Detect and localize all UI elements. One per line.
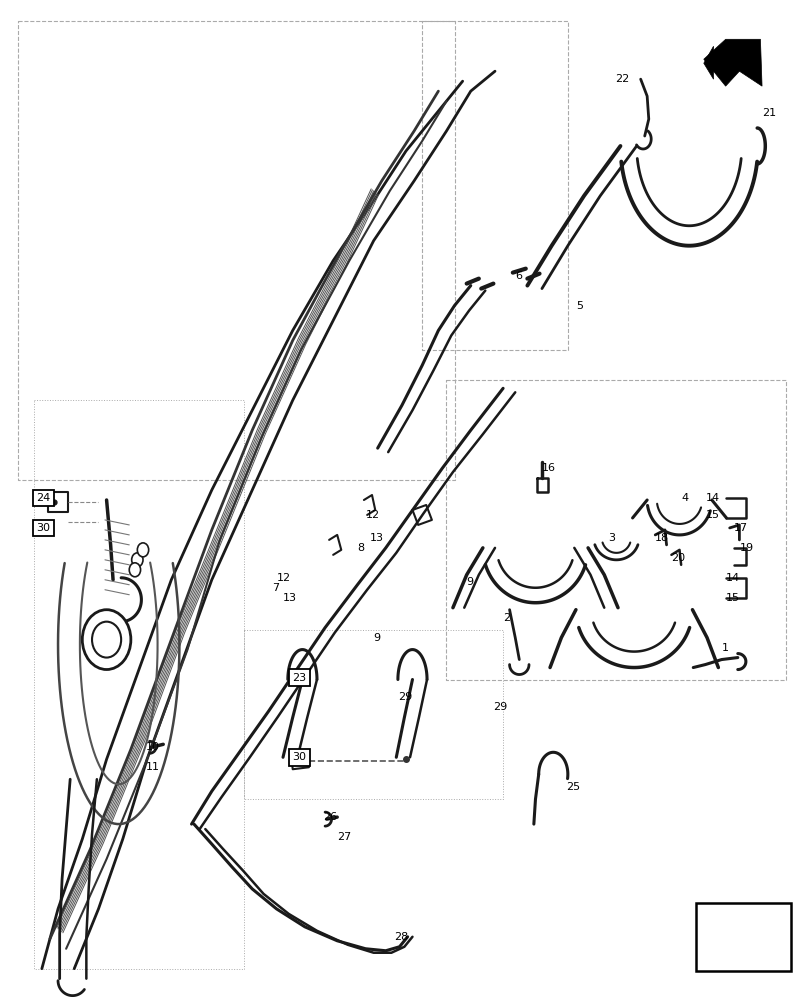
Text: 19: 19 <box>739 543 753 553</box>
Text: 5: 5 <box>575 301 582 311</box>
Text: 25: 25 <box>565 782 580 792</box>
Text: 30: 30 <box>292 752 306 762</box>
Text: 4: 4 <box>680 493 688 503</box>
Text: 17: 17 <box>733 523 747 533</box>
Text: 3: 3 <box>607 533 615 543</box>
Bar <box>695 903 790 971</box>
Text: 29: 29 <box>493 702 507 712</box>
Circle shape <box>129 563 140 577</box>
Text: 23: 23 <box>292 673 306 683</box>
Polygon shape <box>703 46 713 79</box>
Text: 14: 14 <box>725 573 739 583</box>
Text: 29: 29 <box>397 692 412 702</box>
Text: 26: 26 <box>323 812 337 822</box>
Text: 2: 2 <box>503 613 509 623</box>
Text: 7: 7 <box>272 583 279 593</box>
Text: 12: 12 <box>277 573 290 583</box>
Text: 30: 30 <box>36 523 50 533</box>
Text: 1: 1 <box>721 643 727 653</box>
Text: 21: 21 <box>761 108 775 118</box>
Text: 14: 14 <box>705 493 719 503</box>
Polygon shape <box>703 39 761 86</box>
Text: 15: 15 <box>725 593 739 603</box>
Text: 24: 24 <box>36 493 50 503</box>
Text: 9: 9 <box>466 577 474 587</box>
Text: 20: 20 <box>671 553 684 563</box>
Circle shape <box>137 543 148 557</box>
Text: 18: 18 <box>654 533 668 543</box>
Text: 11: 11 <box>145 762 159 772</box>
Text: 10: 10 <box>145 742 159 752</box>
Text: 27: 27 <box>337 832 351 842</box>
Circle shape <box>131 553 143 567</box>
Circle shape <box>92 622 121 658</box>
Text: 15: 15 <box>705 510 719 520</box>
Text: 12: 12 <box>365 510 380 520</box>
Text: 28: 28 <box>393 932 408 942</box>
Text: 16: 16 <box>541 463 556 473</box>
Circle shape <box>82 610 131 670</box>
Text: 13: 13 <box>369 533 383 543</box>
Text: 8: 8 <box>357 543 364 553</box>
Text: 22: 22 <box>614 74 629 84</box>
Text: 6: 6 <box>515 271 521 281</box>
Text: 13: 13 <box>283 593 297 603</box>
Text: 9: 9 <box>373 633 380 643</box>
